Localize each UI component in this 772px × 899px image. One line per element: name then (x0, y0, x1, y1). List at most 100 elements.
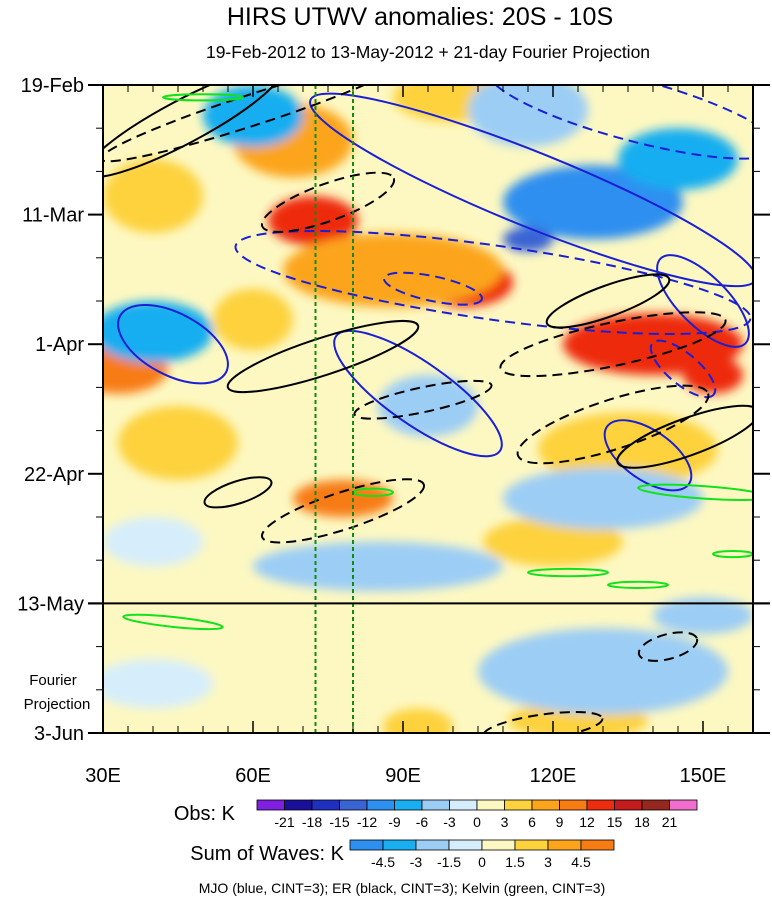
colorbar-swatch (586, 799, 615, 811)
chart-title: HIRS UTWV anomalies: 20S - 10S (227, 3, 613, 31)
contour-legend: MJO (blue, CINT=3); ER (black, CINT=3); … (199, 880, 606, 896)
er-contour-13 (203, 476, 273, 509)
waves-colorbar: Sum of Waves: K -4.5 -3 -1.5 0 1.5 3 4.5 (190, 839, 615, 870)
er-contour-9 (103, 85, 282, 179)
colorbar-tick-label: -12 (357, 814, 377, 830)
colorbar-swatch (256, 799, 285, 811)
colorbar-swatch (339, 799, 368, 811)
projection-label-line1: Fourier (29, 672, 77, 689)
colorbar-tick-label: -18 (302, 814, 322, 830)
colorbar-swatch (415, 839, 450, 851)
anomaly-blob-17 (468, 85, 588, 147)
chart-subtitle: 19-Feb-2012 to 13-May-2012 + 21-day Four… (206, 42, 650, 62)
er-contour-11 (545, 273, 671, 329)
colorbar-tick-label: -21 (274, 814, 294, 830)
y-tick-label: 22-Apr (24, 464, 84, 486)
colorbar-tick-label: 4.5 (571, 854, 591, 870)
colorbar-tick-label: 0 (473, 814, 481, 830)
er-contour-17 (353, 379, 493, 420)
obs-colorbar-label: Obs: K (174, 803, 236, 825)
colorbar-tick-label: 21 (662, 814, 678, 830)
anomaly-blob-5 (683, 356, 743, 394)
colorbar-tick-label: 3 (501, 814, 509, 830)
mjo-contour-7 (383, 271, 483, 306)
colorbar-swatch (559, 799, 588, 811)
colorbar-tick-label: 9 (556, 814, 564, 830)
anomaly-blob-19 (503, 226, 553, 252)
kelvin-contour-22 (637, 483, 753, 501)
colorbar-tick-label: -9 (388, 814, 401, 830)
wave-contours (103, 85, 753, 733)
colorbar-swatch (421, 799, 450, 811)
colorbar-swatch (476, 799, 505, 811)
anomaly-blob-8 (293, 479, 393, 517)
colorbar-swatch (669, 799, 698, 811)
anomaly-blob-18 (503, 165, 683, 240)
colorbar-tick-label: -3 (410, 854, 423, 870)
colorbar-swatch (531, 799, 560, 811)
er-contour-20 (637, 631, 699, 662)
colorbar-swatch (382, 839, 417, 851)
er-contour-16 (499, 311, 727, 378)
colorbar-swatch (580, 839, 615, 851)
mjo-contour-2 (333, 329, 503, 458)
er-contour-21 (482, 711, 604, 733)
plot-area: 30E 60E 90E 120E 150E 19-Feb 11-Mar 1-Apr 22-Ap… (17, 75, 770, 787)
y-axis: 19-Feb 11-Mar 1-Apr 22-Apr 13-May 3-Jun (17, 75, 770, 745)
x-tick-label: 120E (530, 765, 577, 787)
mjo-contour-4 (603, 419, 693, 492)
anomaly-blob-20 (618, 128, 738, 190)
mjo-contour-5 (234, 229, 752, 336)
anomaly-blob-13 (483, 517, 623, 567)
anomaly-blob-29 (653, 597, 753, 635)
anomaly-blob-3 (283, 233, 503, 308)
colorbar-swatch (394, 799, 423, 811)
colorbar-swatch (366, 799, 395, 811)
anomaly-blob-25 (253, 541, 503, 592)
colorbar-tick-label: 3 (544, 854, 552, 870)
colorbar-tick-label: 6 (528, 814, 536, 830)
anomaly-blob-14 (383, 708, 453, 733)
mjo-contour-0 (309, 92, 753, 288)
minor-ticks (96, 85, 760, 733)
anomaly-blob-7 (213, 288, 293, 351)
reference-lines (314, 85, 354, 733)
colorbar-tick-label: -6 (416, 814, 429, 830)
projection-label-line2: Projection (24, 696, 91, 713)
colorbar-tick-label: -15 (329, 814, 349, 830)
mjo-contour-1 (117, 304, 229, 385)
mjo-contour-3 (656, 254, 750, 348)
colorbar-swatch (504, 799, 533, 811)
colorbar-tick-label: 12 (579, 814, 595, 830)
colorbar-swatch (284, 799, 313, 811)
x-tick-label: 60E (235, 765, 271, 787)
x-tick-label: 30E (85, 765, 121, 787)
er-contour-15 (260, 171, 396, 233)
colorbar-swatch (449, 799, 478, 811)
colorbar-swatch (311, 799, 340, 811)
x-tick-label: 150E (680, 765, 727, 787)
x-tick-label: 90E (385, 765, 421, 787)
mjo-contour-8 (649, 339, 717, 399)
colorbar-tick-label: 15 (607, 814, 623, 830)
colorbar-tick-label: 0 (478, 854, 486, 870)
waves-colorbar-label: Sum of Waves: K (190, 843, 344, 865)
anomaly-blob-11 (103, 159, 203, 234)
y-tick-label: 3-Jun (34, 723, 84, 745)
anomaly-blob-28 (103, 658, 213, 709)
kelvin-contour-25 (527, 567, 609, 578)
anomaly-blob-9 (118, 405, 238, 480)
colorbar-tick-label: -3 (443, 814, 456, 830)
colorbar-swatch (349, 839, 384, 851)
anomaly-blob-24 (503, 467, 703, 530)
y-tick-label: 19-Feb (21, 75, 84, 97)
anomaly-blob-1 (268, 196, 358, 246)
colorbar-swatch (614, 799, 643, 811)
anomaly-blob-26 (103, 517, 203, 567)
anomaly-blob-16 (203, 646, 403, 696)
colorbar-tick-label: 1.5 (505, 854, 525, 870)
colorbar-swatch (481, 839, 516, 851)
kelvin-contour-28 (607, 580, 669, 589)
x-axis: 30E 60E 90E 120E 150E (85, 85, 726, 787)
